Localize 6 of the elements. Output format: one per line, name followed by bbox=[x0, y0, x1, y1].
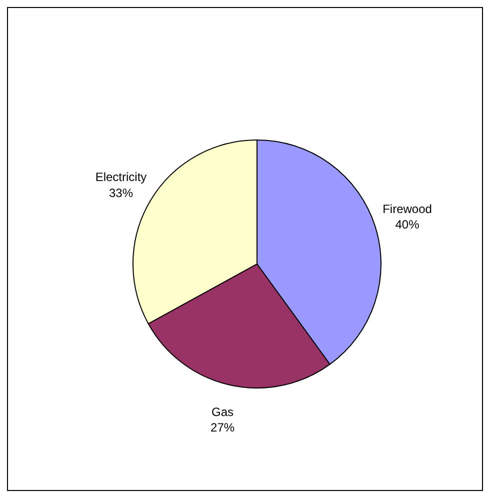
slice-label: Gas bbox=[212, 404, 234, 419]
slice-label: Firewood bbox=[382, 202, 432, 216]
data-label: 27% bbox=[210, 420, 235, 434]
slice-label: Electricity bbox=[95, 170, 147, 184]
data-label: 40% bbox=[395, 217, 420, 232]
data-label: 33% bbox=[108, 186, 134, 200]
